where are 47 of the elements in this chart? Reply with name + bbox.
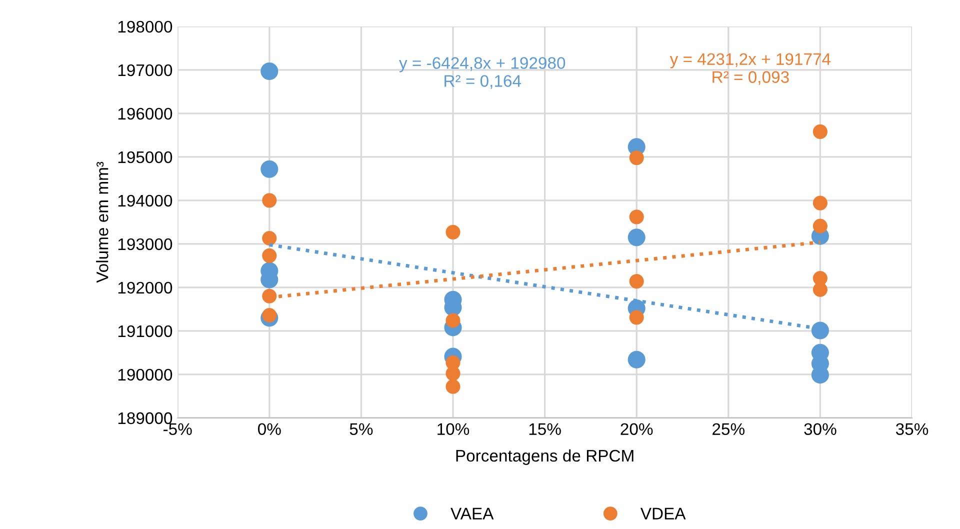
point: [629, 274, 644, 289]
point: [628, 228, 646, 246]
point: [446, 379, 460, 394]
legend-label: VAEA: [450, 508, 494, 520]
point: [446, 224, 460, 240]
y-tick-label: 197000: [118, 64, 172, 76]
point: [446, 366, 460, 381]
y-tick-label: 193000: [118, 238, 172, 250]
point: [812, 124, 828, 139]
point: [262, 288, 277, 304]
point: [629, 150, 644, 166]
point: [629, 210, 644, 224]
point: [262, 230, 277, 246]
point: [262, 193, 277, 208]
point: [262, 248, 277, 263]
y-axis-title: Volume em mm³: [96, 162, 108, 283]
y-tick-label: 195000: [118, 151, 172, 164]
point: [812, 218, 828, 234]
x-tick-label: 35%: [896, 423, 928, 436]
y-tick-label: 194000: [118, 194, 172, 207]
x-tick-label: 25%: [712, 423, 744, 436]
legend-label: VDEA: [640, 508, 686, 520]
point: [260, 62, 278, 80]
x-tick-label: 30%: [804, 423, 836, 436]
x-tick-label: 15%: [529, 423, 561, 436]
x-tick-label: 5%: [350, 423, 373, 436]
y-tick-label: 189000: [118, 412, 172, 424]
point: [260, 160, 278, 178]
annotation: y = -6424,8x + 192980 R² = 0,164: [399, 57, 566, 89]
point: [812, 196, 828, 210]
y-tick-label: 196000: [118, 108, 172, 120]
x-axis-title: Porcentagens de RPCM: [456, 449, 634, 465]
y-tick-label: 192000: [118, 282, 172, 294]
x-tick-label: 0%: [258, 423, 281, 436]
y-tick-label: 190000: [118, 368, 172, 381]
annotation: y = 4231,2x + 191774 R² = 0,093: [670, 53, 831, 85]
x-tick-label: 20%: [620, 423, 653, 436]
point: [262, 308, 277, 323]
y-tick-label: 198000: [118, 20, 172, 33]
point: [812, 282, 828, 297]
x-tick-label: 10%: [438, 423, 470, 436]
point: [629, 310, 644, 325]
x-tick-label: -5%: [164, 423, 192, 436]
point: [811, 322, 829, 340]
y-tick-label: 191000: [118, 325, 172, 338]
point: [628, 350, 646, 368]
point: [446, 313, 460, 328]
